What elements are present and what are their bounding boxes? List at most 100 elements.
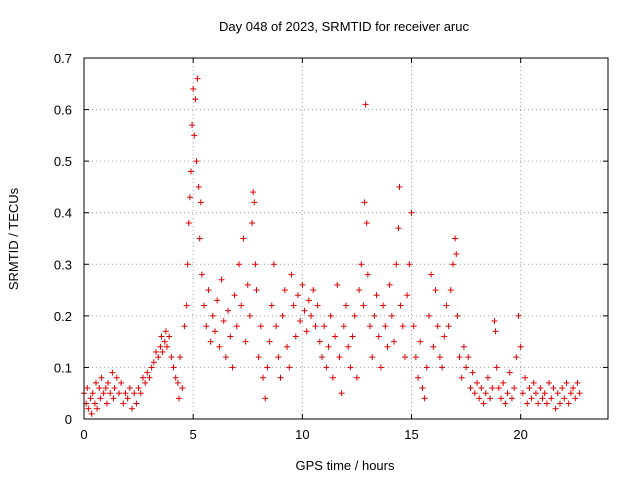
x-tick-label: 15 [404,427,418,442]
data-point [297,318,304,325]
data-point [203,323,210,330]
data-point [449,261,456,268]
data-point [386,281,393,288]
data-point [124,395,131,402]
data-point [535,400,542,407]
data-point [373,292,380,299]
data-point [502,400,509,407]
data-point [162,328,169,335]
x-tick-label: 10 [295,427,309,442]
data-point [97,395,104,402]
data-point [170,364,177,371]
data-point [84,385,91,392]
data-point [240,235,247,242]
axis-tick-labels: 0 5 10 15 20 0 0.1 0.2 0.3 0.4 0.5 0.6 0.7 [54,51,528,442]
data-point [396,183,403,190]
data-point [191,132,198,139]
data-point [185,220,192,227]
grid [84,58,608,419]
data-point [546,379,553,386]
data-point [294,292,301,299]
data-point [532,390,539,397]
data-point [110,395,117,402]
data-point [391,338,398,345]
data-point [133,400,140,407]
data-point [105,379,112,386]
data-point [415,374,422,381]
data-point [576,390,583,397]
data-point [478,385,485,392]
data-point [443,302,450,309]
data-point [526,385,533,392]
data-point [570,385,577,392]
data-point [192,96,199,103]
data-point [102,385,109,392]
data-point [126,385,133,392]
data-point [364,271,371,278]
data-point [463,364,470,371]
data-point [118,379,125,386]
data-point [554,390,561,397]
data-point [290,302,297,309]
data-point [541,390,548,397]
data-point [434,323,441,330]
data-point [430,343,437,350]
data-point [85,405,92,412]
data-point [268,302,275,309]
data-point [419,385,426,392]
data-point [565,400,572,407]
data-point [181,323,188,330]
data-point [220,318,227,325]
data-point [539,395,546,402]
data-point [94,405,101,412]
data-point [187,168,194,175]
data-point [362,101,369,108]
data-point [550,385,557,392]
data-point [382,323,389,330]
data-point [227,333,234,340]
data-point [332,333,339,340]
plot-frame [83,57,609,420]
y-tick-label: 0.3 [54,257,72,272]
data-point [109,369,116,376]
data-point [115,390,122,397]
data-point [349,333,356,340]
data-point [401,354,408,361]
data-point [343,302,349,309]
data-point [351,312,358,319]
data-point [284,343,291,350]
data-point [273,323,280,330]
data-point [103,400,110,407]
data-point [249,220,256,227]
data-point [367,323,374,330]
data-point [209,312,216,319]
data-point [410,323,417,330]
data-point [436,354,443,361]
data-point [453,250,460,257]
data-point [255,354,262,361]
data-point [393,261,400,268]
data-point [174,379,181,386]
data-point [460,343,467,350]
data-point [303,328,310,335]
data-point [412,354,419,361]
data-point [231,292,238,299]
data-point [456,354,463,361]
data-point [361,199,368,206]
data-point [493,364,500,371]
data-point [489,385,496,392]
data-point [207,338,214,345]
data-point [281,287,288,294]
data-point [338,390,345,397]
data-point [447,287,454,294]
data-point [305,297,312,304]
data-point [163,343,170,350]
data-point [161,338,168,345]
data-point [345,343,352,350]
data-point [384,343,391,350]
data-point [113,374,120,381]
data-point [236,261,243,268]
data-point [369,354,376,361]
data-point [131,390,138,397]
data-point [155,354,162,361]
